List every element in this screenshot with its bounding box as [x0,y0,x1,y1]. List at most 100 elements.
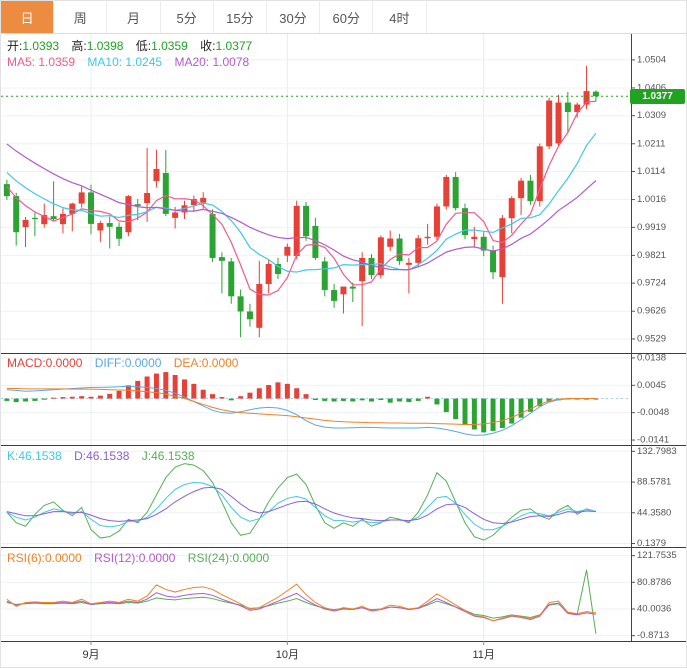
macd-bar [163,372,169,399]
candle-body [499,218,506,278]
horizontal-gridlines [1,59,631,637]
candle-body [134,204,141,206]
rsi12-value: RSI(12):0.0000 [94,551,176,565]
close-label: 收: [200,39,216,53]
close-value: 1.0377 [215,39,253,53]
candle-body [377,237,384,276]
candle-body [209,213,216,258]
candle-body [106,223,113,227]
macd-bar [191,383,197,399]
svg-text:0.9529: 0.9529 [637,333,666,344]
macd-bar [378,398,384,401]
macd-bar [434,398,440,405]
macd-bar [135,380,141,399]
macd-bar [125,385,131,399]
candle-body [564,102,571,112]
macd-bar [369,398,374,402]
candle-body [312,225,319,258]
svg-text:1.0211: 1.0211 [637,138,665,149]
rsi24-value: RSI(24):0.0000 [187,551,270,565]
macd-bar [406,398,412,403]
svg-text:0.9724: 0.9724 [637,278,666,289]
macd-bar [453,398,459,420]
candle-body [415,238,422,263]
macd-bar [200,389,206,399]
svg-text:0.9821: 0.9821 [637,250,666,261]
macd-bar [294,388,300,399]
macd-bar [23,398,29,402]
macd-bar [284,383,290,399]
candle-body [218,257,225,261]
kdj-info: K:46.1538 D:46.1538 J:46.1538 [7,449,204,463]
candle-body [424,236,431,239]
macd-bar [481,398,487,433]
macd-bar [13,398,19,403]
candle-body [546,100,553,147]
k-value: K:46.1538 [7,449,62,463]
dea-value: DEA:0.0000 [173,356,239,370]
macd-bar [312,398,318,401]
svg-text:1.0016: 1.0016 [637,194,666,205]
tab-month[interactable]: 月 [107,1,161,33]
macd-bar [69,396,75,399]
macd-value: MACD:0.0000 [7,356,83,370]
candle-body [200,197,207,203]
high-value: 1.0398 [86,39,124,53]
svg-text:121.7535: 121.7535 [637,550,677,561]
candle-body [349,286,356,289]
svg-text:0.0045: 0.0045 [637,380,666,391]
j-line [6,463,597,541]
candle-body [368,257,375,276]
candle-body [125,196,132,233]
candle-body [3,184,10,197]
rsi24-line [6,569,597,634]
macd-bar [425,396,431,399]
candle-body [256,284,263,328]
dea-line [6,388,596,425]
macd-bar [247,392,253,399]
rsi6-value: RSI(6):0.0000 [7,551,82,565]
ohlc-info: 开:1.0393 高:1.0398 低:1.0359 收:1.0377 [7,39,261,53]
period-tabbar: 日 周 月 5分 15分 30分 60分 4时 [1,1,686,34]
tab-5min[interactable]: 5分 [161,1,214,33]
tab-week[interactable]: 周 [54,1,108,33]
macd-bar [51,397,57,399]
tab-15min[interactable]: 15分 [214,1,267,33]
tab-30min[interactable]: 30分 [267,1,321,33]
candle-body [190,199,197,206]
candle-body [144,192,151,204]
macd-bar [397,398,403,402]
x-axis-labels: 9月 10月 11月 [82,641,495,661]
current-price-badge: 1.0377 [630,88,685,104]
candle-body [592,91,599,97]
macd-bar [322,398,328,401]
candle-body [527,180,534,202]
candle-body [228,261,235,297]
svg-text:88.5781: 88.5781 [637,477,671,488]
macd-bar [462,398,468,426]
macd-bar [509,398,515,424]
macd-bar [210,394,216,399]
candle-body [275,263,281,274]
candle-body [59,213,66,225]
macd-bar [415,398,421,401]
tab-4hour[interactable]: 4时 [373,1,427,33]
high-label: 高: [71,39,87,53]
macd-bar [275,382,281,399]
candle-body [340,286,347,295]
macd-bar [350,398,356,402]
candle-body [555,102,562,144]
candle-body [321,261,328,291]
macd-bar [182,379,187,399]
candle-body [433,206,440,237]
tab-60min[interactable]: 60分 [320,1,374,33]
macd-bar [527,398,533,412]
tab-day[interactable]: 日 [1,1,55,33]
macd-bar [97,395,103,399]
candle-body [69,203,76,214]
candle-body [265,263,272,285]
svg-text:0.9919: 0.9919 [637,222,666,233]
macd-bar [238,396,244,399]
ma20-info: MA20: 1.0078 [174,55,250,69]
